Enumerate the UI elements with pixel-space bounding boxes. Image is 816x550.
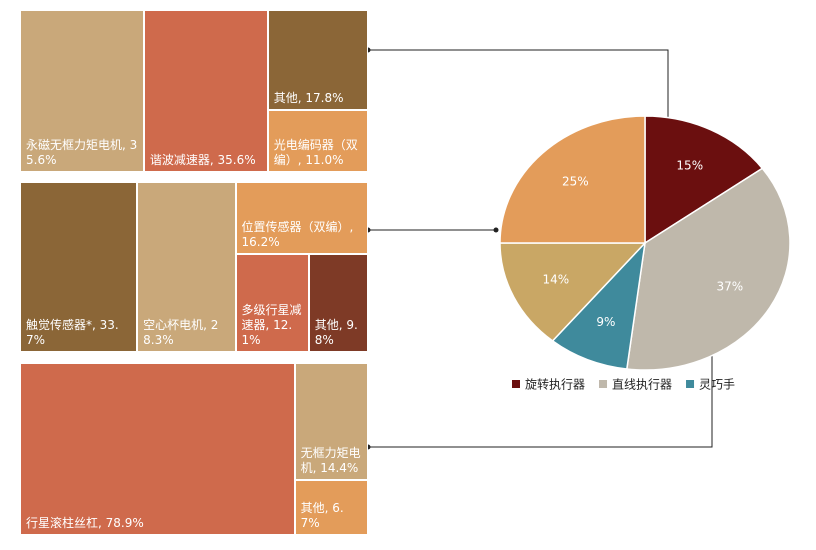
treemap-cell: 其他, 6.7% xyxy=(294,480,368,535)
treemap-cell: 其他, 17.8% xyxy=(267,10,368,111)
treemap-cell: 永磁无框力矩电机, 35.6% xyxy=(20,10,144,172)
pie-slice xyxy=(625,167,791,371)
cell-label: 其他, 9.8% xyxy=(314,317,358,347)
slice-label: 9% xyxy=(596,315,615,329)
cell-label: 空心杯电机, 28.3% xyxy=(143,318,219,347)
pie-slice xyxy=(499,242,647,342)
pie-slice xyxy=(644,115,764,245)
slice-label: 25% xyxy=(562,174,589,188)
pie-slice xyxy=(499,115,646,244)
pie-slice xyxy=(551,240,647,370)
slice-label: 15% xyxy=(676,159,703,173)
connector xyxy=(368,350,713,448)
treemap-cell: 空心杯电机, 28.3% xyxy=(137,182,236,352)
cell-label: 触觉传感器*, 33.7% xyxy=(26,318,119,347)
legend-label: 直线执行器 xyxy=(612,378,672,392)
cell-label: 光电编码器（双编）, 11.0% xyxy=(273,138,358,167)
legend-swatch xyxy=(512,380,520,388)
connector xyxy=(368,49,669,120)
slice-label: 37% xyxy=(717,279,744,293)
cell-label: 其他, 6.7% xyxy=(300,500,344,530)
connectors xyxy=(368,49,713,448)
legend-label: 旋转执行器 xyxy=(525,377,585,392)
treemap-cell: 行星滚柱丝杠, 78.9% xyxy=(20,363,295,535)
legend-label: 灵巧手 xyxy=(699,378,735,392)
cell-label: 位置传感器（双编）, 16.2% xyxy=(241,220,354,250)
slice-label: 14% xyxy=(542,272,569,286)
treemap-cell: 位置传感器（双编）, 16.2% xyxy=(235,182,368,255)
cell-label: 多级行星减速器, 12.1% xyxy=(241,302,302,347)
cell-label: 谐波减速器, 35.6% xyxy=(149,153,256,167)
legend-swatch xyxy=(686,380,695,388)
treemap-cell: 其他, 9.8% xyxy=(308,254,368,352)
legend-swatch xyxy=(599,380,608,388)
cell-label: 永磁无框力矩电机, 35.6% xyxy=(26,138,138,167)
treemap-cell: 无框力矩电机, 14.4% xyxy=(294,363,368,481)
treemap-cell: 多级行星减速器, 12.1% xyxy=(235,254,309,352)
treemap-cell: 触觉传感器*, 33.7% xyxy=(20,182,138,352)
cell-label: 行星滚柱丝杠, 78.9% xyxy=(26,516,144,530)
cell-label: 其他, 17.8% xyxy=(273,91,344,106)
dot xyxy=(493,227,499,233)
cell-label: 无框力矩电机, 14.4% xyxy=(300,446,361,476)
treemap-cell: 光电编码器（双编）, 11.0% xyxy=(267,110,368,172)
treemap-cell: 谐波减速器, 35.6% xyxy=(143,10,268,172)
